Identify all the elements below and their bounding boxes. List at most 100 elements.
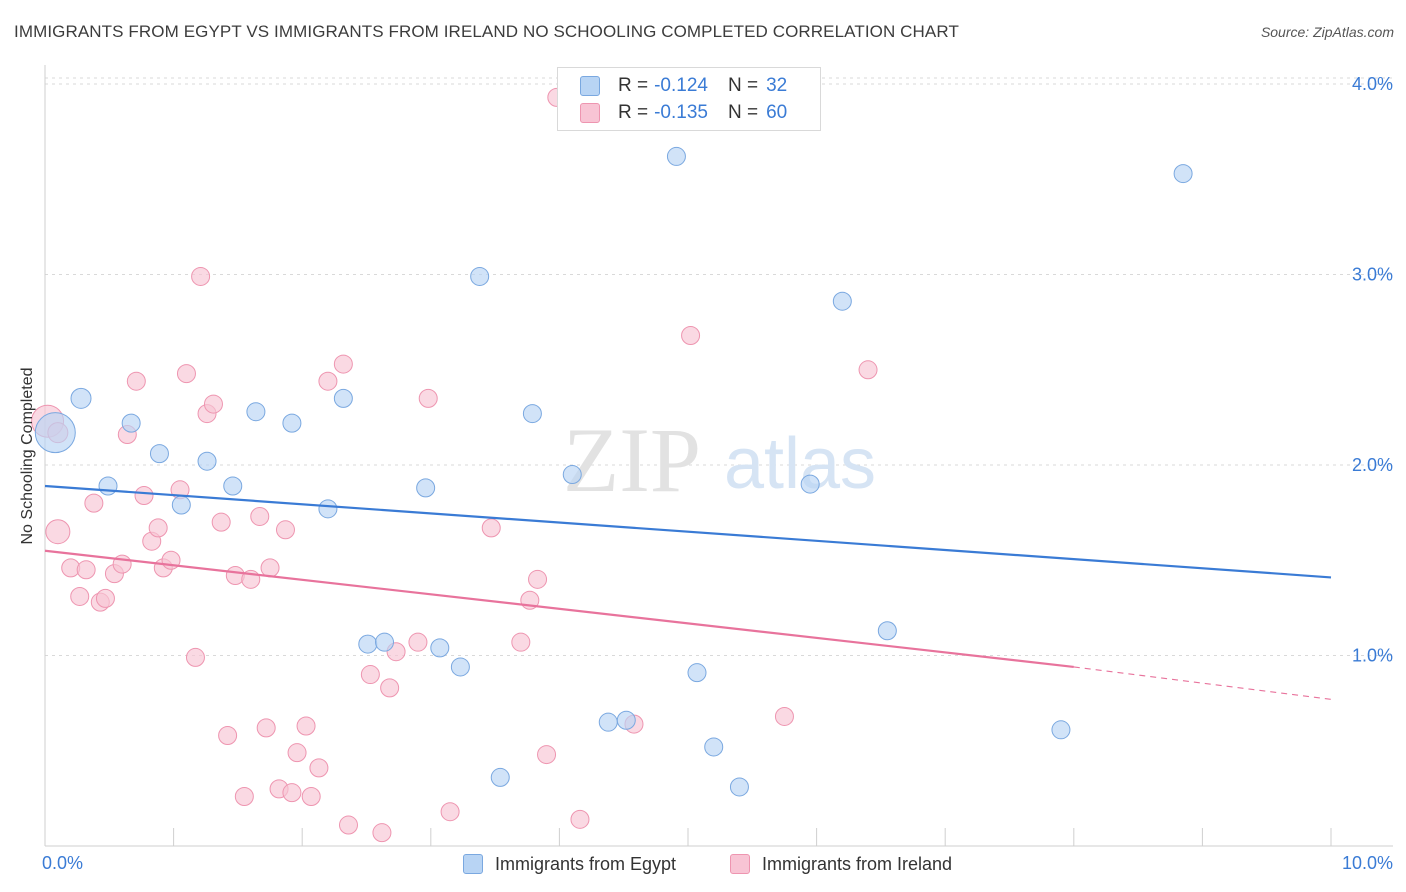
legend-n-label: N = — [727, 102, 759, 123]
tick-label-layer: 1.0% 2.0% 3.0% 4.0% 0.0% 10.0% — [42, 74, 1393, 873]
data-point-egypt — [598, 712, 618, 732]
source-note: Source: ZipAtlas.com — [1260, 24, 1394, 40]
data-point-egypt — [704, 737, 724, 757]
watermark-atlas: atlas — [724, 424, 876, 504]
bottom-legend-swatch-ireland — [730, 854, 750, 874]
data-point-ireland — [318, 371, 338, 391]
data-point-egypt — [149, 444, 169, 464]
data-point-egypt — [358, 634, 378, 654]
chart-title: IMMIGRANTS FROM EGYPT VS IMMIGRANTS FROM… — [14, 22, 959, 41]
data-point-ireland — [148, 518, 168, 538]
data-point-ireland — [282, 783, 302, 803]
data-point-ireland — [76, 560, 96, 580]
data-point-ireland — [218, 726, 238, 746]
data-point-egypt — [666, 146, 686, 166]
legend-row-ireland: R = -0.135 N = 60 — [580, 100, 787, 126]
data-point-egypt — [877, 621, 897, 641]
data-point-egypt — [98, 476, 118, 496]
data-point-egypt — [223, 476, 243, 496]
data-point-egypt — [470, 266, 490, 286]
trend-line-egypt — [44, 484, 1332, 579]
data-point-egypt — [121, 413, 141, 433]
legend-r-value: -0.124 — [654, 75, 708, 96]
data-point-ireland — [440, 802, 460, 822]
data-point-egypt — [171, 495, 191, 515]
data-point-ireland — [333, 354, 353, 374]
data-point-ireland — [511, 632, 531, 652]
legend-r-label: R = — [618, 75, 649, 96]
data-point-ireland — [191, 266, 211, 286]
data-point-ireland — [95, 588, 115, 608]
data-point-ireland — [418, 388, 438, 408]
bottom-legend-swatch-egypt — [463, 854, 483, 874]
legend-r-label: R = — [618, 102, 649, 123]
data-point-ireland — [176, 364, 196, 384]
data-point-ireland — [185, 647, 205, 667]
y-tick-label: 4.0% — [1352, 74, 1393, 94]
trend-line-ireland — [44, 549, 1074, 669]
watermark: ZIP atlas — [563, 409, 876, 511]
data-point-ireland — [570, 809, 590, 829]
watermark-zip: ZIP — [563, 409, 701, 511]
legend-swatch-ireland — [580, 103, 600, 123]
bottom-legend-ireland: Immigrants from Ireland — [730, 852, 952, 876]
data-point-egypt — [687, 663, 707, 683]
axes-layer — [44, 65, 1393, 847]
data-point-ireland — [528, 569, 548, 589]
data-point-ireland — [203, 394, 223, 414]
bottom-legend-egypt: Immigrants from Egypt — [463, 852, 676, 876]
y-axis-label: No Schooling Completed — [19, 367, 36, 545]
data-point-egypt — [450, 657, 470, 677]
data-point-ireland — [309, 758, 329, 778]
data-point-egypt — [490, 767, 510, 787]
data-point-ireland — [84, 493, 104, 513]
legend-n-value: 32 — [766, 75, 788, 96]
data-point-egypt — [1051, 720, 1071, 740]
data-point-ireland — [380, 678, 400, 698]
legend-r-value: -0.135 — [654, 102, 708, 123]
legend-row-egypt: R = -0.124 N = 32 — [580, 73, 787, 99]
data-point-egypt — [318, 499, 338, 519]
data-point-egypt — [282, 413, 302, 433]
bottom-legend-label-egypt: Immigrants from Egypt — [495, 853, 677, 874]
data-point-ireland — [126, 371, 146, 391]
data-point-egypt — [430, 638, 450, 658]
data-point-ireland — [211, 512, 231, 532]
data-point-egypt — [832, 291, 852, 311]
grid-layer — [45, 77, 1393, 657]
points-layer — [31, 87, 1193, 843]
data-point-egypt — [1173, 164, 1193, 184]
correlation-legend: R = -0.124 N = 32 R = -0.135 N = 60 — [557, 67, 821, 131]
data-point-ireland — [301, 786, 321, 806]
data-point-egypt — [333, 388, 353, 408]
legend-swatch-egypt — [580, 76, 600, 96]
x-tick-label: 0.0% — [42, 853, 83, 873]
data-point-egypt — [562, 465, 582, 485]
data-point-ireland — [481, 518, 501, 538]
data-point-ireland — [256, 718, 276, 738]
data-point-ireland — [360, 665, 380, 685]
data-point-ireland — [537, 745, 557, 765]
data-point-ireland — [134, 486, 154, 506]
legend-n-value: 60 — [766, 102, 788, 123]
y-tick-label: 3.0% — [1352, 265, 1393, 285]
data-point-ireland — [338, 815, 358, 835]
data-point-ireland — [408, 632, 428, 652]
data-point-ireland — [275, 520, 295, 540]
data-point-ireland — [858, 360, 878, 380]
data-point-ireland — [681, 325, 701, 345]
data-point-ireland — [234, 786, 254, 806]
data-point-ireland — [774, 706, 794, 726]
data-point-egypt — [70, 387, 92, 409]
trend-layer — [44, 484, 1332, 700]
x-tick-label: 10.0% — [1342, 853, 1393, 873]
legend-n-label: N = — [727, 75, 759, 96]
data-point-egypt — [375, 632, 395, 652]
bottom-legend-label-ireland: Immigrants from Ireland — [762, 853, 953, 874]
data-point-egypt — [246, 402, 266, 422]
data-point-ireland — [45, 519, 71, 545]
data-point-ireland — [250, 506, 270, 526]
data-point-egypt — [522, 404, 542, 424]
data-point-egypt — [197, 451, 217, 471]
data-point-egypt — [800, 474, 820, 494]
